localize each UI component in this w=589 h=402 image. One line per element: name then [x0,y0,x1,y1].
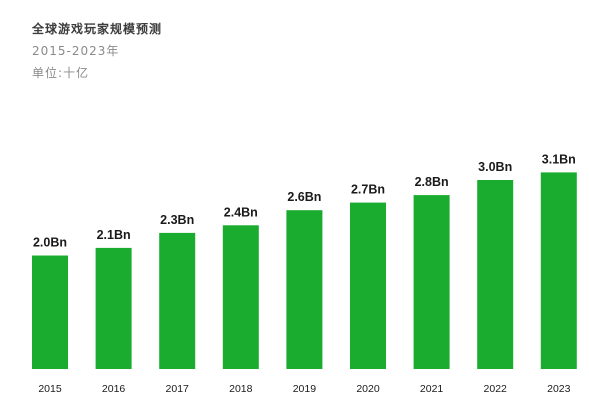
x-tick-label-2019: 2019 [293,383,317,395]
bar-2020 [350,202,386,369]
data-label-2023: 3.1Bn [542,152,576,166]
data-label-2015: 2.0Bn [33,236,67,250]
bar-2019 [286,210,323,369]
bar-2017 [159,232,196,369]
x-tick-label-2023: 2023 [547,383,571,395]
x-tick-label-2022: 2022 [484,383,508,395]
chart-header: 全球游戏玩家规模预测 2015-2023年 单位:十亿 [32,21,162,81]
bar-2018 [222,225,259,369]
data-label-2022: 3.0Bn [478,160,512,174]
x-tick-label-2020: 2020 [356,383,380,395]
data-label-2018: 2.4Bn [224,205,258,219]
x-tick-label-2021: 2021 [420,383,444,395]
data-label-2019: 2.6Bn [287,190,321,204]
data-label-2017: 2.3Bn [160,213,194,227]
x-tick-label-2015: 2015 [38,383,62,395]
bar-2022 [477,180,514,369]
data-label-2021: 2.8Bn [415,175,449,189]
bar-2016 [95,247,132,369]
bar-2023 [540,172,577,369]
data-label-2016: 2.1Bn [97,228,131,242]
x-tick-label-2016: 2016 [102,383,126,395]
data-label-2020: 2.7Bn [351,183,385,197]
chart-unit: 单位:十亿 [32,66,90,80]
bar-2021 [413,195,450,369]
chart-title: 全球游戏玩家规模预测 [32,22,163,36]
x-tick-label-2018: 2018 [229,383,253,395]
bar-2015 [32,255,68,369]
chart-subtitle: 2015-2023年 [32,44,120,58]
x-tick-label-2017: 2017 [166,383,190,395]
